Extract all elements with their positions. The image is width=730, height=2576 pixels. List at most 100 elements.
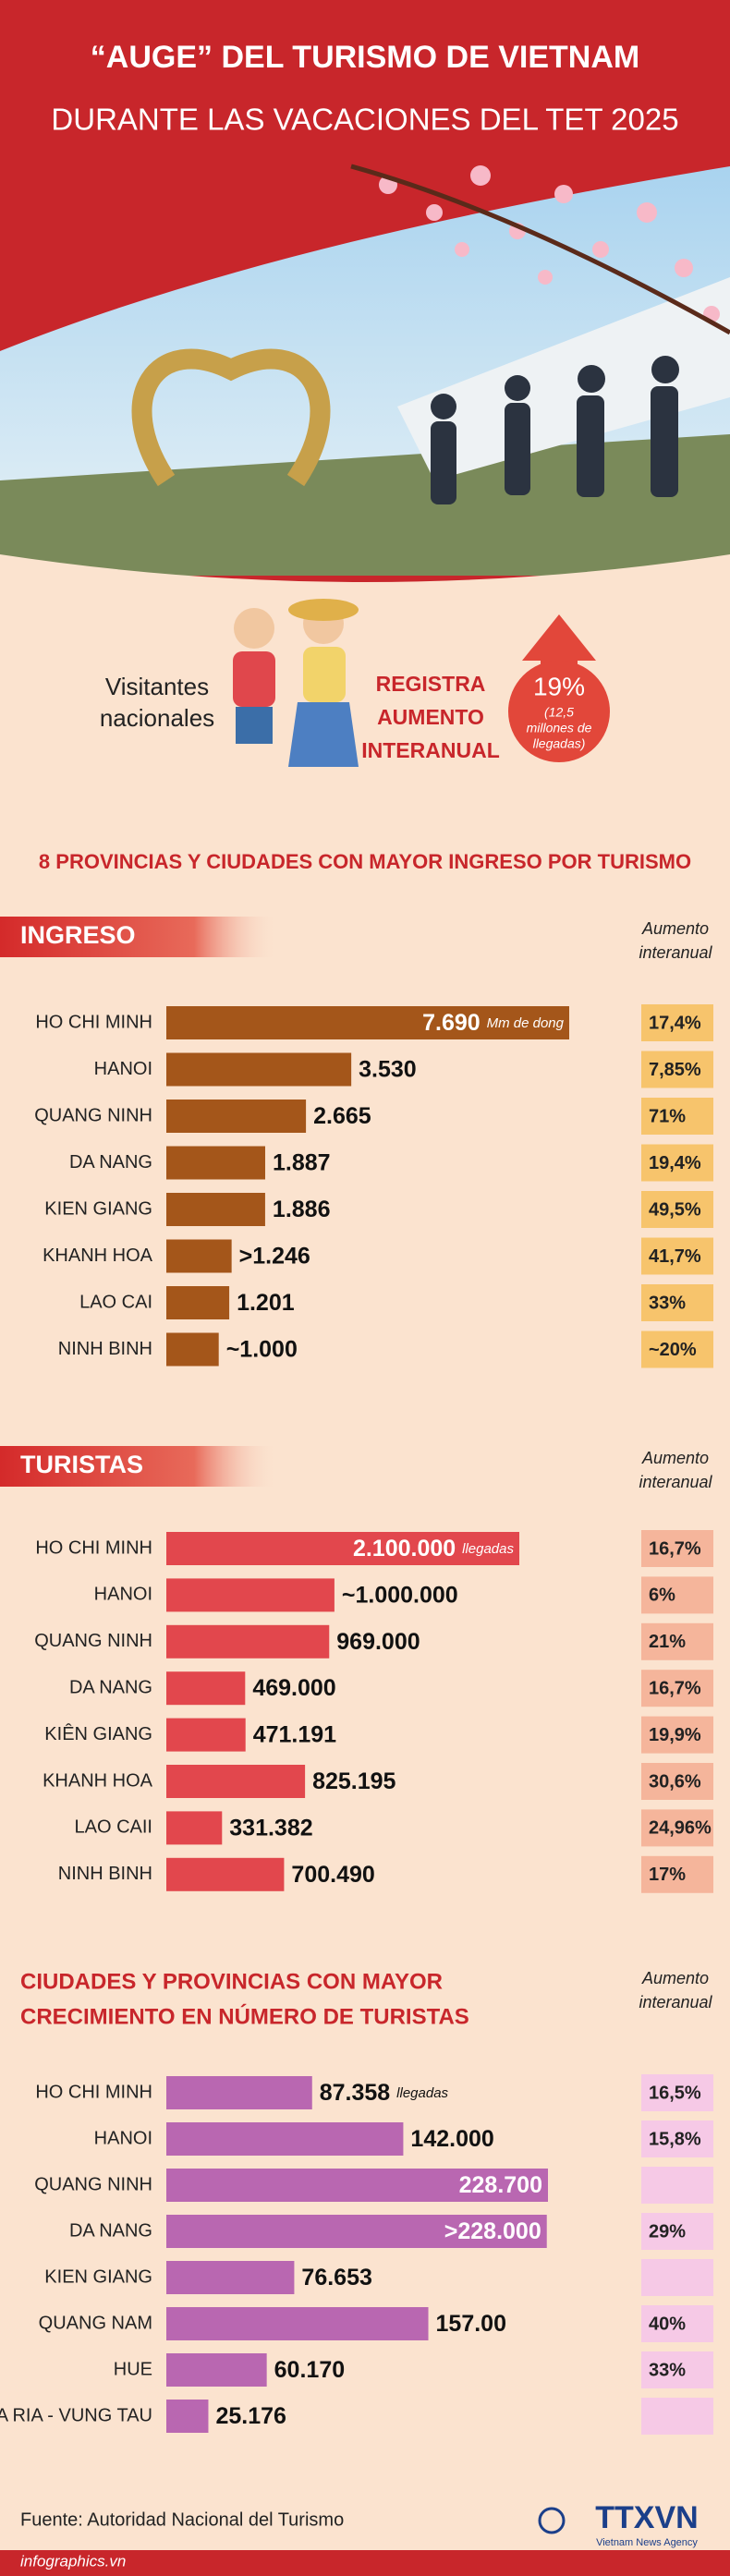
bar <box>166 1624 330 1659</box>
category: KIEN GIANG <box>44 2266 152 2287</box>
category: HANOI <box>94 1059 152 1079</box>
value-label: >228.000 <box>444 2218 541 2244</box>
logo: TTXVN <box>595 2500 698 2535</box>
percent-circle <box>508 661 610 762</box>
category: DA NANG <box>69 1152 152 1173</box>
growth: ~20% <box>649 1340 697 1360</box>
title-band <box>0 917 277 957</box>
photo-ship <box>397 277 730 480</box>
growth: 16,5% <box>649 2083 701 2103</box>
growth: 17,4% <box>649 1013 701 1033</box>
growth: 40% <box>649 2314 686 2334</box>
value: 157.00 <box>436 2311 506 2337</box>
category: HANOI <box>94 2128 152 2148</box>
growth-header: interanual <box>639 1993 712 2011</box>
value: 3.530 <box>359 1056 417 1082</box>
value: 469.000 <box>252 1675 335 1701</box>
growth-box <box>641 2259 713 2296</box>
bar <box>166 1811 223 1845</box>
bar <box>166 2400 209 2433</box>
growth-header: Aumento <box>641 1449 709 1467</box>
visitors-label: nacionales <box>100 704 214 732</box>
value: 700.490 <box>291 1861 374 1887</box>
bar <box>166 1100 307 1133</box>
growth-box <box>641 1051 713 1088</box>
bar <box>166 1146 265 1180</box>
growth-box <box>641 1809 713 1847</box>
growth: 19,9% <box>649 1725 701 1745</box>
bar <box>166 1006 569 1039</box>
growth-header: Aumento <box>641 919 709 938</box>
value-label: 1.886 <box>273 1197 331 1222</box>
growth-box <box>641 2167 713 2204</box>
growth: 17% <box>649 1865 686 1885</box>
growth-box <box>641 1716 713 1754</box>
value-label: 331.382 <box>229 1815 312 1841</box>
growth: 6% <box>649 1586 675 1606</box>
chart-title: TURISTAS <box>20 1451 143 1478</box>
bar <box>166 2169 548 2202</box>
value-label: 700.490 <box>291 1861 374 1887</box>
percent-note: millones de <box>527 721 592 735</box>
growth: 49,5% <box>649 1199 701 1220</box>
branch <box>350 164 730 335</box>
value: 2.665 <box>313 1103 371 1129</box>
site: infographics.vn <box>20 2552 126 2570</box>
growth: 71% <box>649 1106 686 1126</box>
bar <box>166 1332 219 1367</box>
bar <box>166 1532 519 1565</box>
bar <box>166 1671 246 1706</box>
unit: llegadas <box>396 2085 448 2101</box>
record-text: INTERANUAL <box>361 738 500 762</box>
growth-box <box>641 1284 713 1321</box>
category: LAO CAI <box>79 1292 152 1312</box>
value-label: 2.665 <box>313 1103 371 1129</box>
category: LAO CAII <box>75 1817 152 1838</box>
value: 969.000 <box>336 1628 420 1654</box>
value-label: ~1.000.000 <box>342 1582 458 1608</box>
title-line2: DURANTE LAS VACACIONES DEL TET 2025 <box>51 103 678 137</box>
bar <box>166 1578 335 1612</box>
record-text: REGISTRA <box>376 672 486 696</box>
value-label: >1.246 <box>239 1243 310 1269</box>
category: HANOI <box>94 1585 152 1605</box>
percent-note: (12,5 <box>544 705 574 720</box>
value-label: 1.887 <box>273 1149 331 1175</box>
category: HO CHI MINH <box>35 2082 152 2102</box>
growth-box <box>641 1670 713 1707</box>
category: QUANG NINH <box>34 2174 152 2194</box>
bar <box>166 2307 429 2340</box>
bar <box>166 1857 285 1891</box>
growth-header: interanual <box>639 1473 712 1491</box>
growth-box <box>641 1530 713 1567</box>
percent-note: llegadas) <box>533 736 586 751</box>
value-label: 1.201 <box>237 1290 295 1316</box>
value: ~1.000 <box>226 1336 298 1362</box>
value-label: 2.100.000 llegadas <box>353 1536 515 1561</box>
footer-band <box>0 2550 730 2576</box>
value: 25.176 <box>215 2403 286 2429</box>
value-label: 469.000 <box>252 1675 335 1701</box>
growth: 15,8% <box>649 2129 701 2149</box>
growth-box <box>641 2398 713 2435</box>
bar <box>166 2261 295 2294</box>
growth-box <box>641 1004 713 1041</box>
growth-box <box>641 2213 713 2250</box>
value: ~1.000.000 <box>342 1582 458 1608</box>
category: DA NANG <box>69 1677 152 1697</box>
value: 331.382 <box>229 1815 312 1841</box>
photo-people <box>431 356 679 504</box>
growth: 41,7% <box>649 1246 701 1267</box>
growth: 30,6% <box>649 1771 701 1792</box>
value: 142.000 <box>410 2126 493 2152</box>
growth-header: Aumento <box>641 1969 709 1987</box>
chart-title: CIUDADES Y PROVINCIAS CON MAYOR <box>20 1969 443 1994</box>
growth: 16,7% <box>649 1678 701 1698</box>
category: NINH BINH <box>58 1339 152 1359</box>
bar <box>166 2215 547 2248</box>
value: 825.195 <box>312 1768 395 1794</box>
growth-box <box>641 1098 713 1135</box>
value-label: 471.191 <box>253 1721 336 1747</box>
value: 2.100.000 <box>353 1536 456 1561</box>
growth: 33% <box>649 2360 686 2380</box>
